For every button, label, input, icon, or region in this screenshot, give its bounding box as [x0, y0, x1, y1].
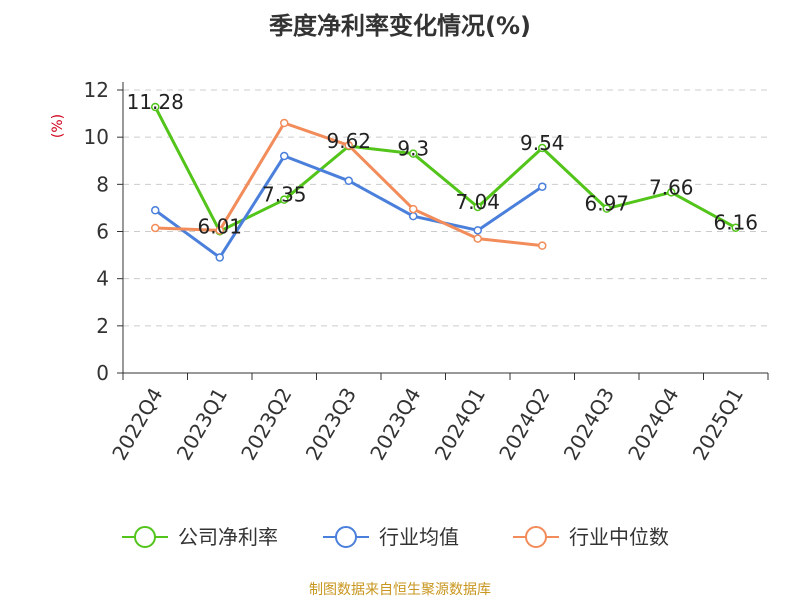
legend-label: 公司净利率 [178, 525, 278, 549]
data-label: 7.04 [455, 190, 500, 214]
y-tick-labels: 0 2 4 6 8 10 12 [84, 78, 109, 385]
y-tick-label: 2 [96, 314, 109, 338]
data-point [215, 253, 224, 262]
legend: 公司净利率 行业均值 行业中位数 [122, 525, 669, 549]
data-point [280, 151, 289, 161]
x-tick-label: 2023Q3 [301, 384, 361, 465]
legend-marker [335, 526, 357, 548]
y-tick-label: 4 [96, 267, 109, 291]
x-tick-label: 2023Q1 [172, 384, 232, 465]
legend-marker [134, 526, 156, 548]
x-tick-label: 2024Q2 [494, 384, 554, 465]
x-tick-label: 2024Q4 [623, 384, 683, 465]
data-point [280, 195, 289, 204]
data-point [151, 102, 160, 112]
legend-label: 行业均值 [379, 525, 459, 549]
data-point [473, 202, 482, 212]
data-point [409, 204, 418, 214]
axes [117, 82, 769, 380]
data-label: 6.97 [584, 192, 629, 216]
data-point [151, 223, 160, 233]
data-point [473, 234, 482, 243]
y-tick-label: 10 [84, 125, 109, 149]
x-tick-label: 2025Q1 [688, 384, 748, 465]
data-point [538, 143, 547, 153]
series-group [151, 102, 740, 262]
y-tick-label: 0 [96, 361, 109, 385]
grid-lines [123, 89, 768, 327]
x-tick-labels: 2022Q4 2023Q1 2023Q2 2023Q3 2023Q4 2024Q1 2024… [107, 384, 748, 465]
chart-title: 季度净利率变化情况(%) [269, 12, 531, 40]
data-label: 6.16 [713, 211, 758, 235]
data-point [409, 211, 418, 221]
data-point [731, 223, 740, 232]
legend-label: 行业中位数 [569, 525, 669, 549]
data-point [667, 188, 676, 197]
y-tick-label: 12 [84, 78, 109, 102]
data-point [344, 176, 353, 186]
data-label: 9.54 [520, 131, 565, 155]
data-point [344, 141, 353, 150]
data-point [151, 206, 160, 215]
x-tick-label: 2024Q1 [430, 384, 490, 465]
data-point [280, 118, 289, 128]
data-point [215, 226, 224, 235]
x-tick-label: 2023Q4 [365, 384, 425, 465]
x-tick-label: 2024Q3 [559, 384, 619, 465]
legend-marker [525, 526, 547, 548]
series-line-0 [153, 106, 737, 233]
x-tick-label: 2022Q4 [107, 384, 167, 465]
data-point [409, 149, 418, 158]
data-label: 7.35 [262, 183, 307, 207]
data-point [473, 226, 482, 235]
data-point [538, 241, 547, 250]
data-label: 6.01 [197, 214, 242, 238]
y-tick-label: 8 [96, 172, 109, 196]
data-labels: 11.28 6.01 7.35 9.62 9.3 7.04 9.54 6.97 7.66 6.16 [127, 90, 758, 238]
data-point [602, 204, 611, 213]
data-label: 9.3 [397, 137, 429, 161]
data-point [538, 182, 547, 191]
data-label: 9.62 [326, 129, 371, 153]
data-label: 7.66 [649, 175, 694, 199]
y-tick-label: 6 [96, 220, 109, 244]
source-note: 制图数据来自恒生聚源数据库 [309, 582, 491, 598]
data-label: 11.28 [127, 90, 184, 114]
x-tick-label: 2023Q2 [236, 384, 296, 465]
y-axis-label: (%) [50, 114, 66, 138]
